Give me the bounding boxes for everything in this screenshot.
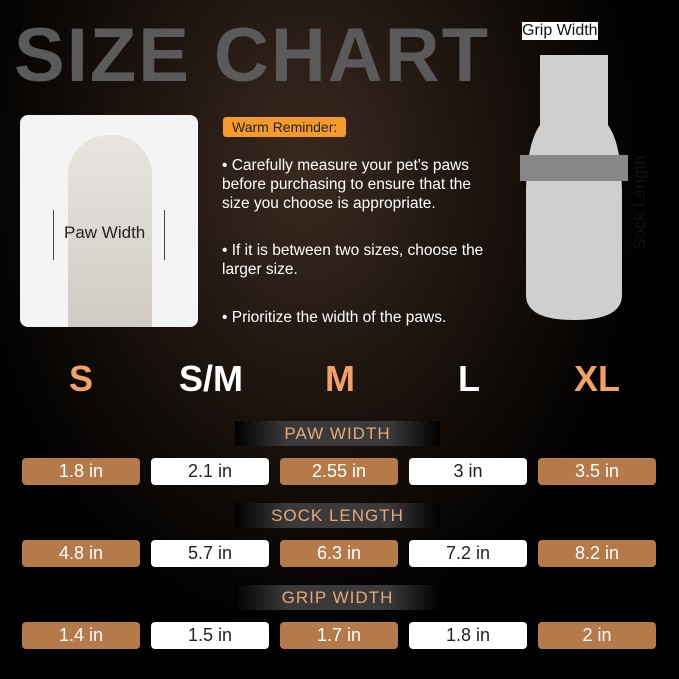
bullet: • Prioritize the width of the paws. xyxy=(222,309,447,326)
measure-line xyxy=(164,210,165,260)
size-cell: 2.1 in xyxy=(151,458,269,485)
paw-illustration xyxy=(68,135,152,327)
size-cell: 3.5 in xyxy=(538,458,656,485)
size-cell: 6.3 in xyxy=(280,540,398,567)
size-s: S xyxy=(68,358,93,399)
size-cell: 3 in xyxy=(409,458,527,485)
bullet-text: Prioritize the width of the paws. xyxy=(231,309,447,326)
warm-reminder-badge: Warm Reminder: xyxy=(223,117,347,137)
size-cell: 1.8 in xyxy=(22,458,140,485)
size-cell: 4.8 in xyxy=(22,540,140,567)
size-cell: 7.2 in xyxy=(409,540,527,567)
size-cell: 1.4 in xyxy=(22,622,140,649)
size-l: L xyxy=(458,358,480,399)
section-header: SOCK LENGTH xyxy=(235,503,440,528)
sock-length-label: Sock Length xyxy=(630,155,649,250)
section-header: GRIP WIDTH xyxy=(235,585,440,610)
size-cell: 1.7 in xyxy=(280,622,398,649)
title: SIZE CHART xyxy=(14,13,490,98)
size-xl: XL xyxy=(573,358,620,399)
sock-image xyxy=(520,55,628,320)
paw-width-label: Paw Width xyxy=(64,223,146,242)
bullet: • If it is between two sizes, choose the… xyxy=(222,242,484,278)
size-cell: 1.8 in xyxy=(409,622,527,649)
size-cell: 1.5 in xyxy=(151,622,269,649)
grip-width-label: Grip Width xyxy=(522,22,598,40)
measure-line xyxy=(53,210,54,260)
bullet-text: If it is between two sizes, choose the l… xyxy=(222,242,484,278)
bullet-text: Carefully measure your pet's paws before… xyxy=(222,157,472,212)
size-sm: S/M xyxy=(178,358,243,399)
size-cell: 2.55 in xyxy=(280,458,398,485)
section-header: PAW WIDTH xyxy=(235,421,440,446)
size-cell: 5.7 in xyxy=(151,540,269,567)
bullet: • Carefully measure your pet's paws befo… xyxy=(222,157,472,212)
size-m: M xyxy=(325,358,355,399)
size-cell: 2 in xyxy=(538,622,656,649)
paw-image: Paw Width xyxy=(20,115,198,327)
size-cell: 8.2 in xyxy=(538,540,656,567)
